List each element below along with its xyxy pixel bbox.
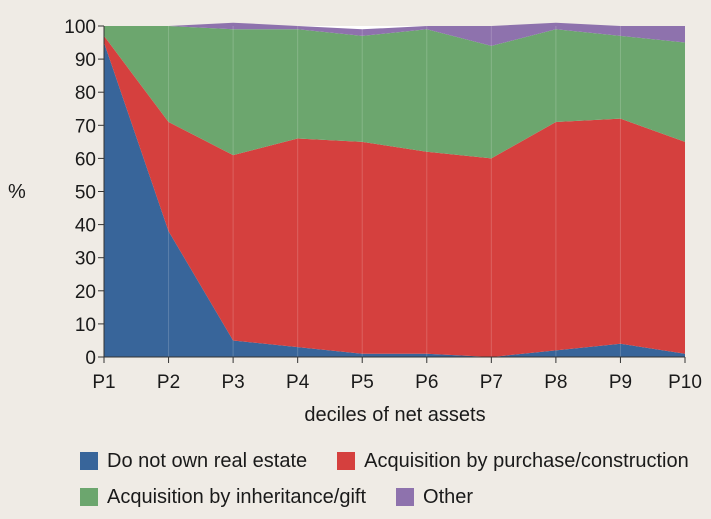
area-series-4 — [104, 22, 685, 46]
legend-swatch — [80, 452, 98, 470]
y-axis-ticks: 0 10 20 30 40 50 60 70 80 90 100 — [64, 17, 104, 369]
y-tick-label: 50 — [75, 183, 96, 204]
x-tick-label: P6 — [415, 372, 438, 393]
x-tick-label: P7 — [480, 372, 503, 393]
x-tick-label: P10 — [668, 372, 702, 393]
y-tick-label: 10 — [75, 315, 96, 336]
x-axis-ticks: P1 P2 P3 P4 P5 P6 P7 P8 P9 P10 — [92, 357, 702, 393]
x-tick-label: P5 — [351, 372, 374, 393]
area-series-group — [104, 22, 685, 358]
y-axis-label: % — [8, 181, 26, 203]
x-tick-label: P1 — [92, 372, 115, 393]
legend-item-do-not-own: Do not own real estate — [80, 446, 307, 476]
legend: Do not own real estate Acquisition by pu… — [80, 446, 705, 512]
x-axis-label: deciles of net assets — [304, 404, 485, 426]
legend-swatch — [396, 488, 415, 506]
legend-label: Other — [423, 485, 474, 508]
area-series-2 — [104, 35, 685, 358]
legend-label: Do not own real estate — [107, 449, 308, 472]
area-series-3 — [104, 26, 685, 159]
x-tick-label: P2 — [157, 372, 180, 393]
legend-label: Acquisition by purchase/construction — [364, 449, 689, 472]
legend-item-other: Other — [396, 482, 473, 512]
y-tick-label: 20 — [75, 282, 96, 303]
legend-swatch — [80, 488, 98, 506]
y-tick-label: 60 — [75, 149, 96, 170]
legend-item-inheritance: Acquisition by inheritance/gift — [80, 482, 366, 512]
area-series-1 — [104, 42, 685, 358]
x-tick-label: P4 — [286, 372, 310, 393]
x-tick-label: P8 — [544, 372, 567, 393]
legend-item-purchase: Acquisition by purchase/construction — [337, 446, 689, 476]
y-tick-label: 30 — [75, 249, 96, 270]
y-tick-label: 0 — [85, 348, 96, 369]
gridlines — [168, 26, 621, 357]
legend-label: Acquisition by inheritance/gift — [107, 485, 367, 508]
x-tick-label: P9 — [609, 372, 632, 393]
y-tick-label: 80 — [75, 83, 96, 104]
y-tick-label: 40 — [75, 216, 96, 237]
x-tick-label: P3 — [221, 372, 244, 393]
y-tick-label: 90 — [75, 50, 96, 71]
legend-swatch — [337, 452, 356, 470]
y-tick-label: 70 — [75, 116, 96, 137]
y-tick-label: 100 — [64, 17, 96, 38]
